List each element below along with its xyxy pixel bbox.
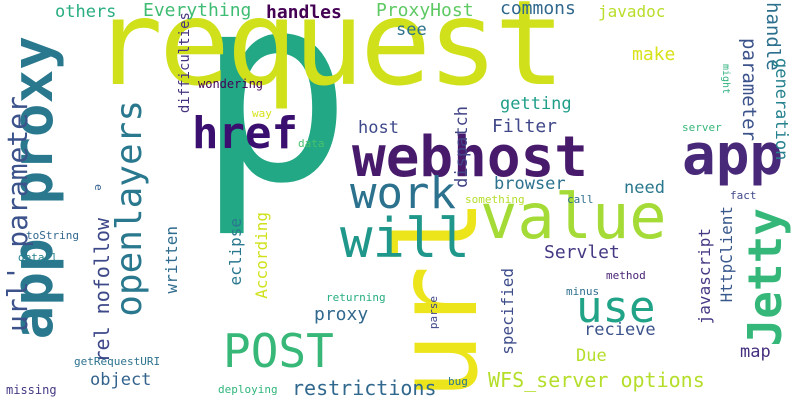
word-javascript: javascript: [695, 228, 714, 325]
word-dispatch: dispatch: [452, 106, 472, 188]
word-webhost: webhost: [352, 125, 589, 190]
word-eclipse: eclipse: [226, 218, 245, 286]
word-way: way: [252, 107, 272, 120]
word-generation: generation: [771, 58, 791, 161]
word-use: use: [576, 282, 656, 333]
word-everything: Everything: [143, 0, 252, 21]
word-wondering: wondering: [198, 77, 264, 91]
word-host: host: [358, 118, 399, 138]
word-url-parameter: url' parameter: [1, 96, 34, 333]
word-might: might: [720, 64, 731, 95]
word-restrictions: restrictions: [292, 376, 437, 400]
word-value: value: [480, 180, 667, 253]
word-parse: parse: [427, 296, 440, 330]
word-according: According: [252, 212, 271, 299]
word-work: work: [350, 168, 456, 219]
word-jetty: Jetty: [738, 208, 792, 347]
word-data: data: [298, 137, 325, 150]
word-bug: bug: [448, 375, 468, 388]
word-openlayers: openlayers: [109, 100, 150, 317]
word-map: map: [740, 342, 771, 362]
word-object: object: [90, 370, 152, 390]
word-will: will: [340, 207, 471, 270]
word-request: request: [92, 0, 565, 112]
word-difficulties: difficulties: [177, 12, 193, 114]
word-something: something: [465, 193, 525, 206]
word-commons: commons: [500, 0, 576, 19]
word-written: written: [162, 226, 181, 294]
word-tostring: toString: [26, 229, 79, 242]
word-rel-nofollow: rel nofollow: [90, 218, 114, 363]
word-make: make: [632, 44, 676, 65]
word-getting: getting: [500, 94, 572, 114]
word-handle: handle: [762, 2, 784, 71]
word-post: POST: [223, 324, 334, 378]
word-httpclient: HttpClient: [717, 206, 736, 303]
word-app: app: [682, 123, 784, 188]
word-proxy: proxy: [314, 304, 369, 325]
word-browser: browser: [494, 174, 566, 194]
word-need: need: [624, 178, 665, 198]
word-fact: fact: [730, 189, 757, 202]
word-javadoc: javadoc: [598, 2, 666, 21]
word-returning: returning: [326, 291, 386, 304]
word-recieve: recieve: [584, 320, 656, 340]
word-server: server: [682, 121, 722, 134]
word-call: call: [567, 193, 594, 206]
word-deploying: deploying: [218, 383, 278, 396]
word-getrequesturi: getRequestURI: [74, 355, 161, 368]
word-minus: minus: [566, 285, 600, 298]
word-others: others: [55, 2, 117, 22]
word-filter: Filter: [492, 116, 558, 137]
word-servlet: Servlet: [544, 242, 620, 263]
word-see: see: [396, 20, 427, 40]
word-wfs-server-options: WFS_server options: [488, 368, 705, 392]
word-missing: missing: [6, 383, 57, 397]
word-p: p: [196, 0, 353, 241]
word-href: href: [192, 108, 298, 159]
word-handles: handles: [266, 2, 342, 23]
word-method: method: [606, 269, 646, 282]
word-proxyhost: ProxyHost: [376, 0, 474, 21]
word-e: e: [92, 184, 105, 191]
word-parameter-right: parameter: [738, 38, 760, 141]
word-detail: detail: [18, 251, 58, 264]
word-due: Due: [576, 346, 607, 366]
word-specified: specified: [498, 268, 517, 355]
